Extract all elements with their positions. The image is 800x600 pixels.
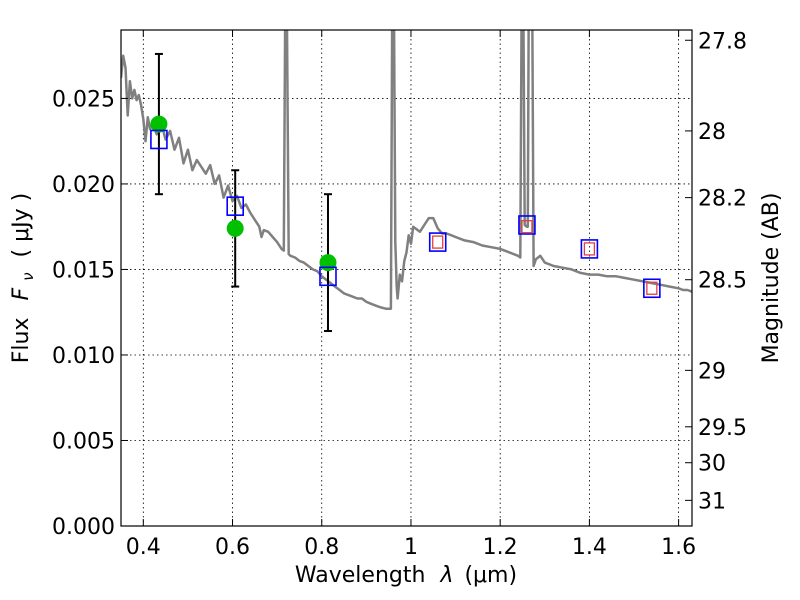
y2-axis-ticks: 27.8 28 28.2 28.5 29 29.5 30 31 bbox=[685, 29, 747, 514]
y-axis-label-sub: ν bbox=[19, 272, 37, 280]
model-square-3 bbox=[428, 232, 447, 252]
observed-point-1 bbox=[226, 219, 244, 237]
x-tick-label: 1.6 bbox=[661, 535, 696, 560]
y-axis-label-text: Flux bbox=[9, 317, 34, 363]
x-tick-label: 1.2 bbox=[483, 535, 518, 560]
y-tick-label: 0.015 bbox=[52, 258, 115, 283]
y2-tick-label: 27.8 bbox=[698, 29, 747, 54]
y-axis-ticks: 0.000 0.005 0.010 0.015 0.020 0.025 bbox=[52, 87, 128, 540]
x-axis-label-unit: (μm) bbox=[464, 563, 517, 588]
y-axis-label: Flux F ν ( μJy ) bbox=[9, 193, 39, 363]
inner-square-3 bbox=[646, 281, 658, 295]
spectrum bbox=[121, 30, 692, 311]
model-square-0 bbox=[150, 129, 168, 150]
plot-frame bbox=[120, 29, 693, 527]
x-axis-label: Wavelength λ (μm) bbox=[295, 563, 517, 588]
y2-axis-label: Magnitude (AB) bbox=[759, 193, 784, 364]
x-tick-label: 0.6 bbox=[215, 535, 250, 560]
y2-tick-label: 31 bbox=[698, 489, 726, 514]
x-tick-label: 1 bbox=[404, 535, 418, 560]
model-square-5 bbox=[580, 239, 599, 259]
y2-tick-label: 28.5 bbox=[698, 269, 747, 294]
y2-tick-label: 28 bbox=[698, 120, 726, 145]
x-tick-label: 0.8 bbox=[304, 535, 339, 560]
inner-square-1 bbox=[521, 220, 533, 234]
y-tick-label: 0.005 bbox=[52, 429, 115, 454]
grid bbox=[121, 30, 692, 526]
inner-square-2 bbox=[583, 242, 596, 256]
y2-tick-label: 29 bbox=[698, 359, 726, 384]
model-square-1 bbox=[226, 196, 244, 216]
x-axis-label-symbol: λ bbox=[439, 563, 453, 588]
x-tick-label: 0.4 bbox=[126, 535, 161, 560]
model-square-6 bbox=[643, 278, 661, 299]
y-tick-label: 0.010 bbox=[52, 344, 115, 369]
y2-tick-label: 30 bbox=[698, 452, 726, 477]
x-axis-label-text: Wavelength bbox=[295, 563, 426, 588]
y-tick-label: 0.020 bbox=[52, 173, 115, 198]
y2-tick-label: 28.2 bbox=[698, 187, 747, 212]
inner-square-0 bbox=[432, 235, 444, 249]
y-axis-label-symbol: F bbox=[9, 287, 34, 300]
model-squares bbox=[150, 129, 661, 299]
y2-tick-label: 29.5 bbox=[698, 416, 747, 441]
model-square-2 bbox=[319, 266, 337, 287]
observed-point-2 bbox=[319, 254, 337, 272]
y-axis-label-unit: ( μJy ) bbox=[9, 193, 34, 258]
y-tick-label: 0.000 bbox=[52, 515, 115, 540]
x-tick-label: 1.4 bbox=[572, 535, 607, 560]
spectrum-line bbox=[121, 30, 692, 311]
x-axis-ticks: 0.4 0.6 0.8 1 1.2 1.4 1.6 bbox=[126, 30, 696, 560]
observed-point-0 bbox=[150, 115, 168, 133]
model-square-4 bbox=[518, 215, 536, 235]
y-tick-label: 0.025 bbox=[52, 87, 115, 112]
error-bars bbox=[154, 52, 332, 333]
